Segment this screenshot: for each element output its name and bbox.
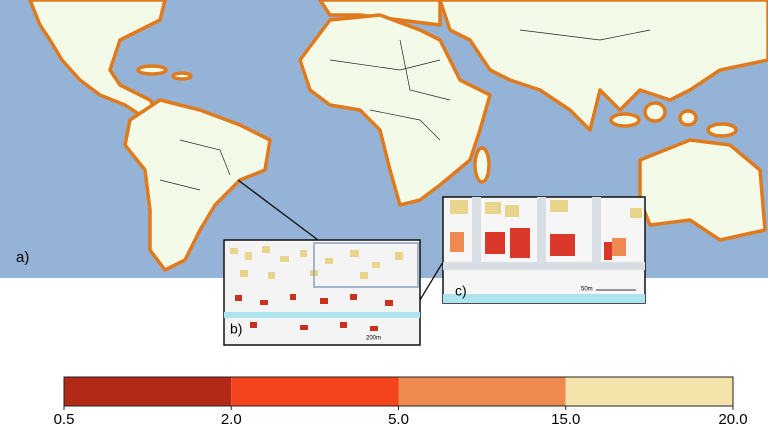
island — [609, 112, 641, 128]
connector — [419, 261, 444, 301]
madagascar — [473, 146, 491, 184]
asia — [438, 0, 768, 132]
colorbar: 0.5 2.0 5.0 15.0 20.0 — [54, 376, 748, 428]
island — [643, 101, 667, 123]
colorbar-tick-label: 2.0 — [221, 411, 242, 428]
colorbar-segment — [231, 377, 399, 406]
colorbar-tick-label: 15.0 — [551, 411, 580, 428]
island — [136, 64, 168, 76]
colorbar-tick-label: 0.5 — [54, 411, 75, 428]
inset-b: b) 200m — [223, 239, 421, 346]
colorbar-segment — [64, 377, 232, 406]
borders — [159, 29, 651, 191]
colorbar-tick-label: 20.0 — [718, 411, 747, 428]
colorbar-segment — [565, 377, 733, 406]
colorbar-tick-label: 5.0 — [388, 411, 409, 428]
europe — [318, 0, 442, 27]
world-map: a) — [0, 0, 768, 301]
island — [678, 109, 698, 127]
scale-label: 200m — [366, 336, 381, 342]
island — [706, 122, 738, 138]
connector — [237, 179, 319, 241]
inset-c: c) 50m — [442, 196, 646, 304]
island — [171, 71, 193, 81]
panel-label: b) — [230, 321, 242, 337]
colorbar-segment — [398, 377, 566, 406]
south-america — [123, 98, 272, 272]
panel-label: c) — [455, 283, 467, 299]
panel-label: a) — [16, 249, 29, 266]
scale-label: 50m — [581, 287, 593, 293]
